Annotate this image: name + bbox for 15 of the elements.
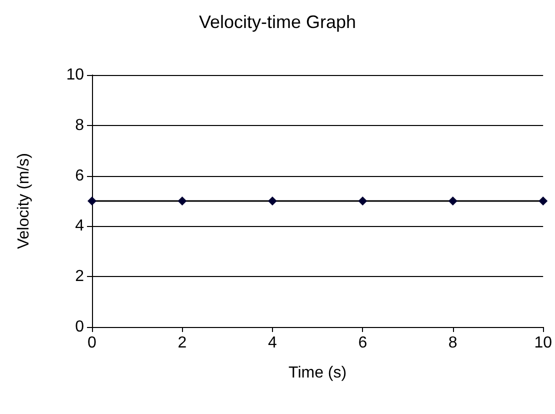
x-tick-label: 8	[448, 334, 458, 352]
x-tick-label: 10	[534, 334, 552, 352]
y-tick-label: 0	[75, 318, 84, 336]
x-tick-label: 4	[268, 334, 277, 352]
y-axis-title: Velocity (m/s)	[16, 152, 32, 250]
x-tick-label: 2	[178, 334, 187, 352]
y-tick-label: 4	[75, 218, 84, 235]
y-tick-label: 8	[75, 116, 84, 134]
x-axis-title: Time (s)	[288, 364, 347, 382]
y-tick-label: 6	[75, 167, 84, 184]
chart-title: Velocity-time Graph	[198, 12, 356, 32]
x-tick-label: 0	[88, 334, 97, 352]
x-tick-label: 6	[358, 334, 368, 352]
y-tick-label: 10	[66, 66, 84, 84]
y-tick-label: 2	[75, 268, 84, 286]
